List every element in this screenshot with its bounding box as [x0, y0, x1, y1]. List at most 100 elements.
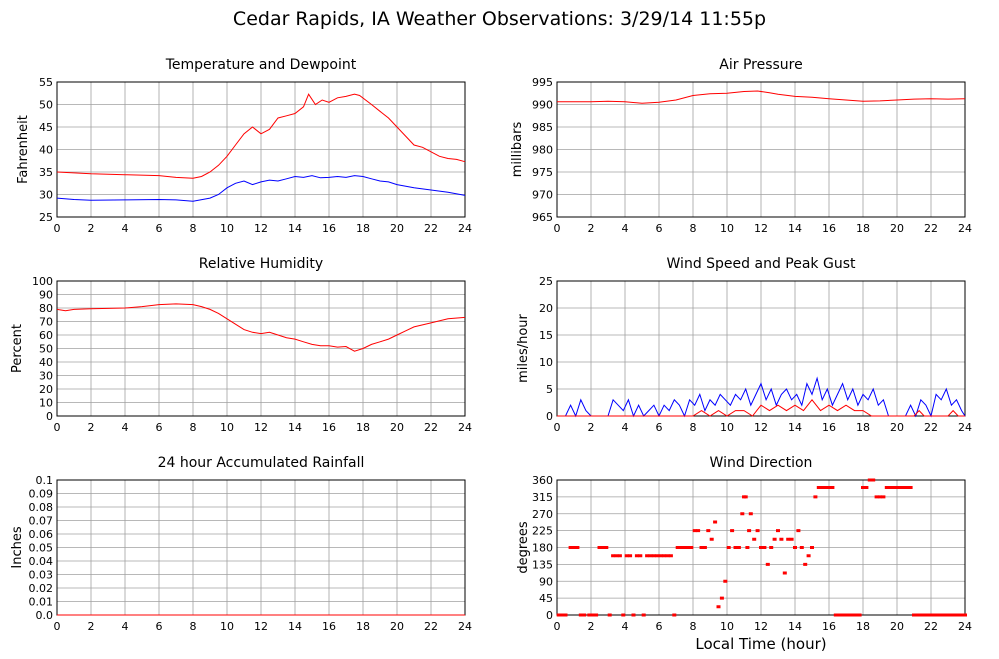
y-axis-label: Fahrenheit [16, 115, 31, 184]
y-tick-label: 360 [532, 474, 553, 487]
data-point [745, 546, 750, 549]
data-point [786, 537, 791, 541]
data-point [884, 486, 889, 489]
x-tick-label: 6 [156, 620, 163, 633]
data-point [590, 613, 595, 617]
data-point [600, 546, 605, 549]
data-point [759, 546, 763, 549]
data-point [891, 486, 896, 489]
data-point [789, 537, 794, 541]
data-point [939, 613, 944, 617]
data-point [799, 546, 804, 549]
data-point [959, 613, 964, 617]
y-tick-label: 0.02 [29, 582, 54, 595]
x-tick-label: 20 [390, 421, 404, 434]
x-tick-label: 4 [122, 421, 129, 434]
data-point [942, 613, 947, 617]
data-point [651, 554, 656, 558]
x-tick-label: 8 [190, 620, 197, 633]
plot-frame [56, 280, 466, 417]
data-point [655, 554, 660, 558]
data-point [578, 613, 583, 617]
chart-title: 24 hour Accumulated Rainfall [158, 455, 365, 471]
y-tick-label: 0.07 [29, 515, 54, 528]
y-tick-label: 995 [532, 76, 553, 89]
data-point [782, 571, 787, 575]
data-point [689, 546, 694, 549]
x-tick-label: 2 [88, 620, 95, 633]
x-tick-label: 22 [924, 620, 938, 633]
y-axis-label: degrees [516, 521, 531, 574]
x-tick-label: 22 [924, 421, 938, 434]
data-point [597, 546, 602, 549]
data-point [847, 613, 852, 617]
y-tick-label: 985 [532, 121, 553, 134]
x-tick-label: 14 [788, 620, 802, 633]
x-tick-label: 20 [390, 222, 404, 235]
y-tick-label: 980 [532, 144, 553, 157]
x-tick-label: 24 [458, 222, 472, 235]
page-title: Cedar Rapids, IA Weather Observations: 3… [232, 8, 767, 30]
data-point [895, 486, 899, 489]
data-point [740, 512, 745, 516]
data-point [572, 546, 576, 549]
series-line-0 [557, 90, 966, 104]
y-tick-label: 0 [546, 410, 553, 423]
y-tick-label: 50 [39, 99, 53, 112]
data-point [810, 546, 814, 549]
x-tick-label: 18 [856, 222, 870, 235]
data-point [665, 554, 670, 558]
data-point [716, 605, 721, 609]
data-point [762, 546, 767, 549]
data-point [699, 546, 704, 549]
data-point [706, 529, 711, 533]
x-tick-label: 10 [220, 620, 234, 633]
data-point [878, 495, 882, 499]
x-tick-label: 14 [288, 222, 302, 235]
data-point [611, 554, 616, 558]
data-point [560, 613, 565, 617]
x-tick-label: 18 [856, 620, 870, 633]
x-tick-label: 2 [88, 421, 95, 434]
x-tick-label: 24 [458, 620, 472, 633]
chart-humidity: 0 2 4 6 8 10 12 14 16 18 20 22 240102030405060708090… [10, 256, 472, 434]
y-tick-label: 30 [39, 370, 53, 383]
x-tick-label: 16 [322, 421, 336, 434]
x-tick-label: 2 [88, 222, 95, 235]
y-tick-label: 0.1 [36, 474, 54, 487]
data-point [796, 529, 801, 533]
x-tick-label: 16 [822, 222, 836, 235]
data-point [871, 478, 876, 482]
x-tick-label: 4 [122, 222, 129, 235]
y-tick-label: 25 [539, 275, 553, 288]
y-tick-label: 25 [39, 211, 53, 224]
data-point [682, 546, 687, 549]
y-tick-label: 35 [39, 166, 53, 179]
data-point [747, 529, 752, 533]
x-tick-label: 16 [322, 620, 336, 633]
x-tick-label: 0 [554, 222, 561, 235]
chart-pressure: 0 2 4 6 8 10 12 14 16 18 20 22 249659709759809859909… [510, 57, 972, 235]
data-point [850, 613, 855, 617]
y-axis-label: Inches [10, 526, 25, 568]
plot-frame [56, 81, 466, 218]
x-tick-label: 18 [356, 620, 370, 633]
x-tick-label: 2 [588, 421, 595, 434]
data-point [837, 613, 842, 617]
chart-temp: 0 2 4 6 8 10 12 14 16 18 20 22 2425303540455055Tempe… [16, 57, 472, 235]
data-point [769, 546, 774, 549]
y-tick-label: 225 [532, 525, 553, 538]
y-tick-label: 40 [39, 356, 53, 369]
x-tick-label: 8 [190, 222, 197, 235]
data-point [743, 495, 748, 499]
x-tick-label: 0 [554, 421, 561, 434]
x-axis-title: Local Time (hour) [695, 635, 827, 653]
data-point [867, 478, 872, 482]
y-tick-label: 45 [539, 592, 553, 605]
x-tick-label: 12 [254, 421, 268, 434]
data-point [929, 613, 933, 617]
y-tick-label: 270 [532, 508, 553, 521]
data-point [614, 554, 619, 558]
x-tick-label: 10 [720, 222, 734, 235]
